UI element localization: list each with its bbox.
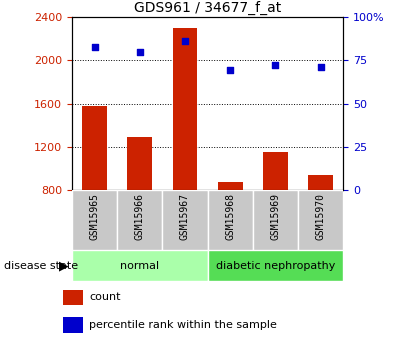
Bar xyxy=(253,190,298,250)
Point xyxy=(272,62,279,68)
Text: GSM15970: GSM15970 xyxy=(316,193,326,240)
Text: diabetic nephropathy: diabetic nephropathy xyxy=(216,261,335,270)
Bar xyxy=(63,289,83,305)
Text: ▶: ▶ xyxy=(59,259,69,272)
Bar xyxy=(263,152,288,190)
Bar xyxy=(208,190,253,250)
Bar xyxy=(208,250,343,281)
Bar xyxy=(173,28,197,190)
Point xyxy=(182,38,188,44)
Bar xyxy=(117,190,162,250)
Text: disease state: disease state xyxy=(4,261,78,270)
Bar xyxy=(218,182,242,190)
Point xyxy=(317,64,324,70)
Point xyxy=(91,45,98,50)
Text: normal: normal xyxy=(120,261,159,270)
Text: GSM15966: GSM15966 xyxy=(135,193,145,240)
Bar xyxy=(72,250,208,281)
Bar xyxy=(298,190,343,250)
Bar xyxy=(127,137,152,190)
Text: count: count xyxy=(90,292,121,302)
Text: GSM15968: GSM15968 xyxy=(225,193,235,240)
Bar xyxy=(82,106,107,190)
Text: GSM15969: GSM15969 xyxy=(270,193,280,240)
Point xyxy=(227,67,233,73)
Text: GSM15967: GSM15967 xyxy=(180,193,190,240)
Bar xyxy=(72,190,117,250)
Point xyxy=(136,49,143,55)
Bar xyxy=(162,190,208,250)
Bar xyxy=(63,317,83,333)
Title: GDS961 / 34677_f_at: GDS961 / 34677_f_at xyxy=(134,1,281,15)
Text: GSM15965: GSM15965 xyxy=(90,193,99,240)
Bar xyxy=(308,175,333,190)
Text: percentile rank within the sample: percentile rank within the sample xyxy=(90,320,277,330)
